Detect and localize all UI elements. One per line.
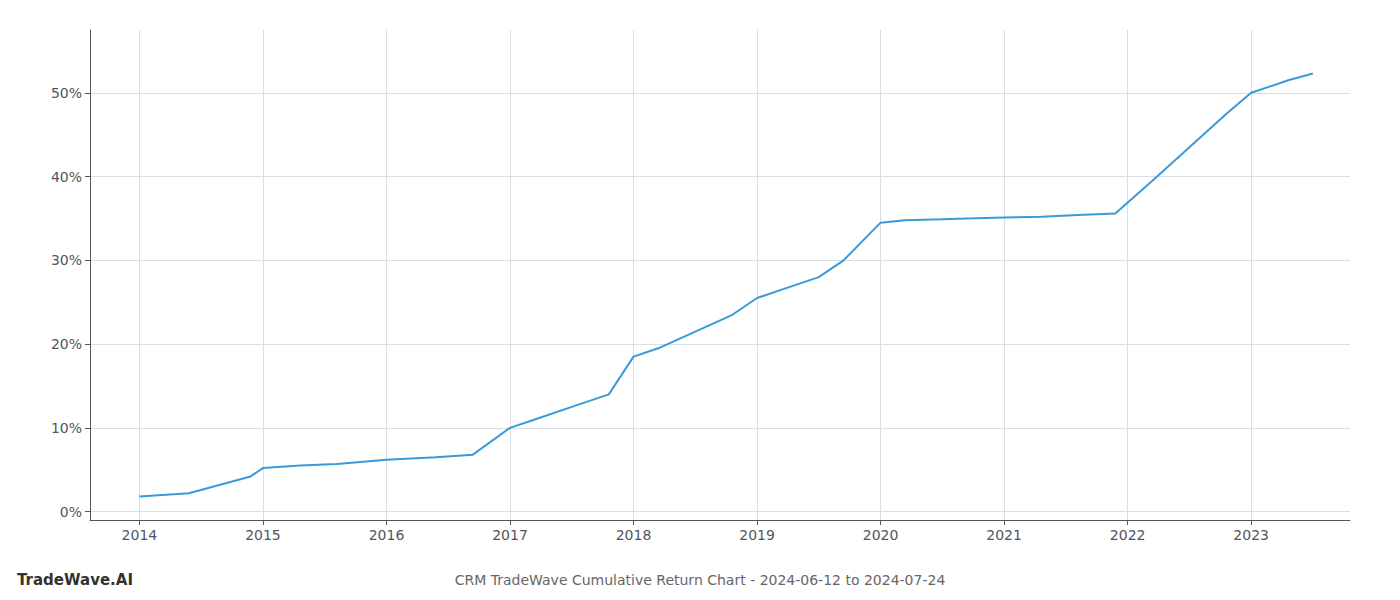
svg-text:2014: 2014 [122,527,158,543]
svg-text:2016: 2016 [369,527,405,543]
svg-text:0%: 0% [60,504,82,520]
svg-text:2018: 2018 [616,527,652,543]
svg-text:2019: 2019 [739,527,775,543]
svg-text:CRM TradeWave Cumulative Retur: CRM TradeWave Cumulative Return Chart - … [455,572,946,588]
svg-text:2020: 2020 [863,527,899,543]
svg-text:TradeWave.AI: TradeWave.AI [17,571,133,589]
svg-text:30%: 30% [51,252,82,268]
svg-text:20%: 20% [51,336,82,352]
svg-text:2022: 2022 [1110,527,1146,543]
svg-text:2017: 2017 [492,527,528,543]
svg-text:2015: 2015 [245,527,281,543]
svg-text:2021: 2021 [986,527,1022,543]
svg-text:40%: 40% [51,169,82,185]
svg-text:2023: 2023 [1233,527,1269,543]
svg-text:10%: 10% [51,420,82,436]
svg-text:50%: 50% [51,85,82,101]
